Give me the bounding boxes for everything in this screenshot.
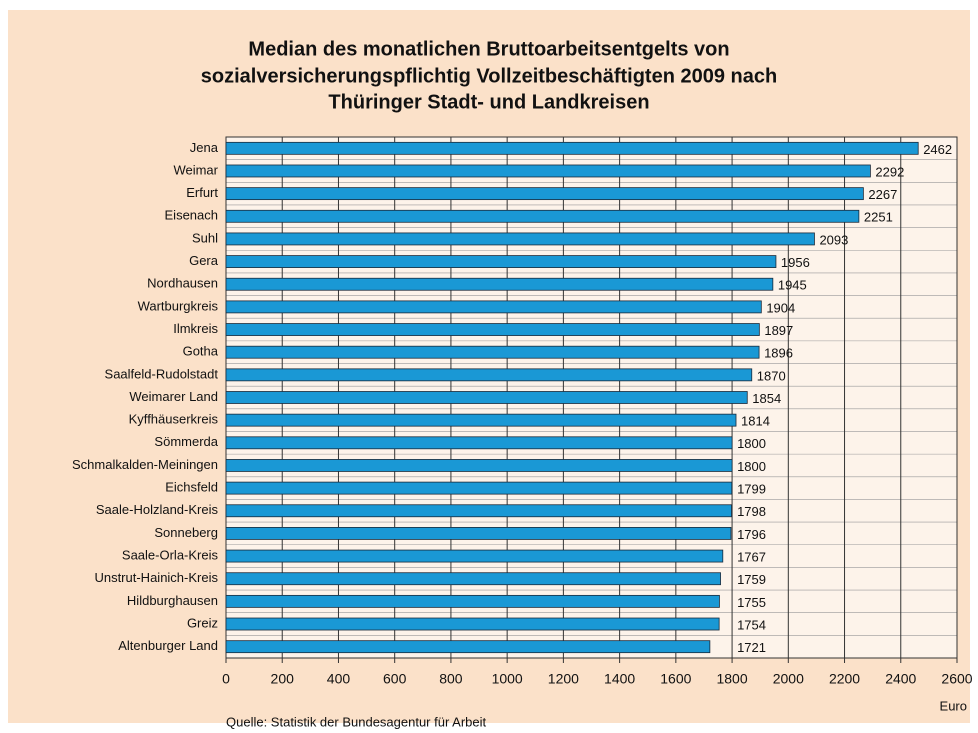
bar: [225, 640, 711, 654]
source: Quelle: Statistik der Bundesagentur für …: [226, 714, 487, 729]
value-label: 1870: [757, 368, 786, 383]
value-label: 1796: [737, 527, 766, 542]
value-label: 2292: [875, 164, 904, 179]
y-tick-label: Eisenach: [165, 208, 218, 223]
x-tick-label: 800: [439, 671, 463, 687]
value-label: 1759: [737, 572, 766, 587]
y-tick-label: Ilmkreis: [173, 321, 218, 336]
y-tick-label: Saalfeld-Rudolstadt: [105, 366, 219, 381]
x-tick-label: 2600: [941, 671, 972, 687]
bar: [225, 391, 748, 404]
x-tick-label: 2400: [885, 671, 916, 687]
value-label: 1897: [764, 323, 793, 338]
chart-title: Median des monatlichen Bruttoarbeitsentg…: [248, 38, 729, 60]
bar: [225, 345, 760, 359]
value-label: 1904: [766, 300, 795, 315]
x-tick-label: 1400: [604, 671, 635, 687]
y-tick-label: Kyffhäuserkreis: [129, 412, 219, 427]
value-label: 2093: [819, 232, 848, 247]
y-tick-label: Weimarer Land: [129, 389, 218, 404]
chart-title: Thüringer Stadt- und Landkreisen: [328, 91, 649, 113]
value-label: 2267: [868, 187, 897, 202]
value-label: 1799: [737, 482, 766, 497]
bar: [225, 459, 733, 472]
value-label: 1956: [781, 255, 810, 270]
y-tick-label: Wartburgkreis: [138, 298, 219, 313]
value-label: 1854: [752, 391, 781, 406]
x-tick-label: 1600: [660, 671, 691, 687]
value-label: 1896: [764, 346, 793, 361]
value-label: 1721: [737, 640, 766, 655]
y-tick-label: Suhl: [192, 230, 218, 245]
bar: [225, 436, 733, 450]
bar: [225, 594, 720, 608]
bar: [225, 277, 774, 291]
y-tick-label: Erfurt: [186, 185, 218, 200]
value-label: 1798: [737, 504, 766, 519]
y-tick-label: Sömmerda: [154, 434, 218, 449]
bar: [225, 300, 762, 314]
y-tick-label: Saale-Orla-Kreis: [122, 548, 219, 563]
chart-title: sozialversicherungspflichtig Vollzeitbes…: [201, 65, 777, 87]
bar: [225, 164, 871, 178]
bar: [225, 232, 815, 246]
bar: [225, 255, 777, 268]
bar: [225, 323, 760, 336]
y-tick-label: Nordhausen: [147, 276, 218, 291]
bar: [225, 481, 733, 495]
y-tick-label: Gotha: [183, 344, 219, 359]
y-tick-label: Eichsfeld: [165, 480, 218, 495]
x-tick-label: 0: [222, 671, 230, 687]
x-tick-label: 1800: [716, 671, 747, 687]
value-label: 1945: [778, 278, 807, 293]
x-axis-label: Euro: [940, 698, 967, 713]
value-label: 1814: [741, 414, 770, 429]
bar: [225, 572, 721, 586]
y-tick-label: Saale-Holzland-Kreis: [96, 502, 219, 517]
bar: [225, 368, 753, 382]
x-tick-label: 2200: [829, 671, 860, 687]
y-tick-label: Sonneberg: [154, 525, 218, 540]
value-label: 1800: [737, 436, 766, 451]
bar: [225, 209, 860, 223]
bar: [225, 549, 724, 563]
value-label: 1767: [737, 550, 766, 565]
bar: [225, 187, 864, 201]
x-tick-label: 2000: [773, 671, 804, 687]
bar: [225, 527, 732, 540]
y-tick-label: Weimar: [173, 162, 218, 177]
x-tick-label: 1000: [492, 671, 523, 687]
value-label: 1800: [737, 459, 766, 474]
value-label: 2251: [864, 210, 893, 225]
y-tick-label: Hildburghausen: [127, 593, 218, 608]
y-tick-label: Jena: [190, 140, 219, 155]
x-tick-label: 1200: [548, 671, 579, 687]
y-tick-label: Greiz: [187, 615, 218, 630]
bar: [225, 413, 737, 427]
y-tick-label: Schmalkalden-Meiningen: [72, 457, 218, 472]
y-tick-label: Unstrut-Hainich-Kreis: [94, 570, 218, 585]
value-label: 2462: [923, 142, 952, 157]
x-tick-label: 600: [383, 671, 407, 687]
y-tick-label: Gera: [189, 253, 219, 268]
x-tick-label: 200: [271, 671, 295, 687]
bar: [225, 141, 919, 155]
bar: [225, 617, 720, 631]
bar: [225, 504, 732, 518]
y-tick-label: Altenburger Land: [118, 638, 218, 653]
value-label: 1755: [737, 595, 766, 610]
x-tick-label: 400: [327, 671, 351, 687]
value-label: 1754: [737, 617, 766, 632]
